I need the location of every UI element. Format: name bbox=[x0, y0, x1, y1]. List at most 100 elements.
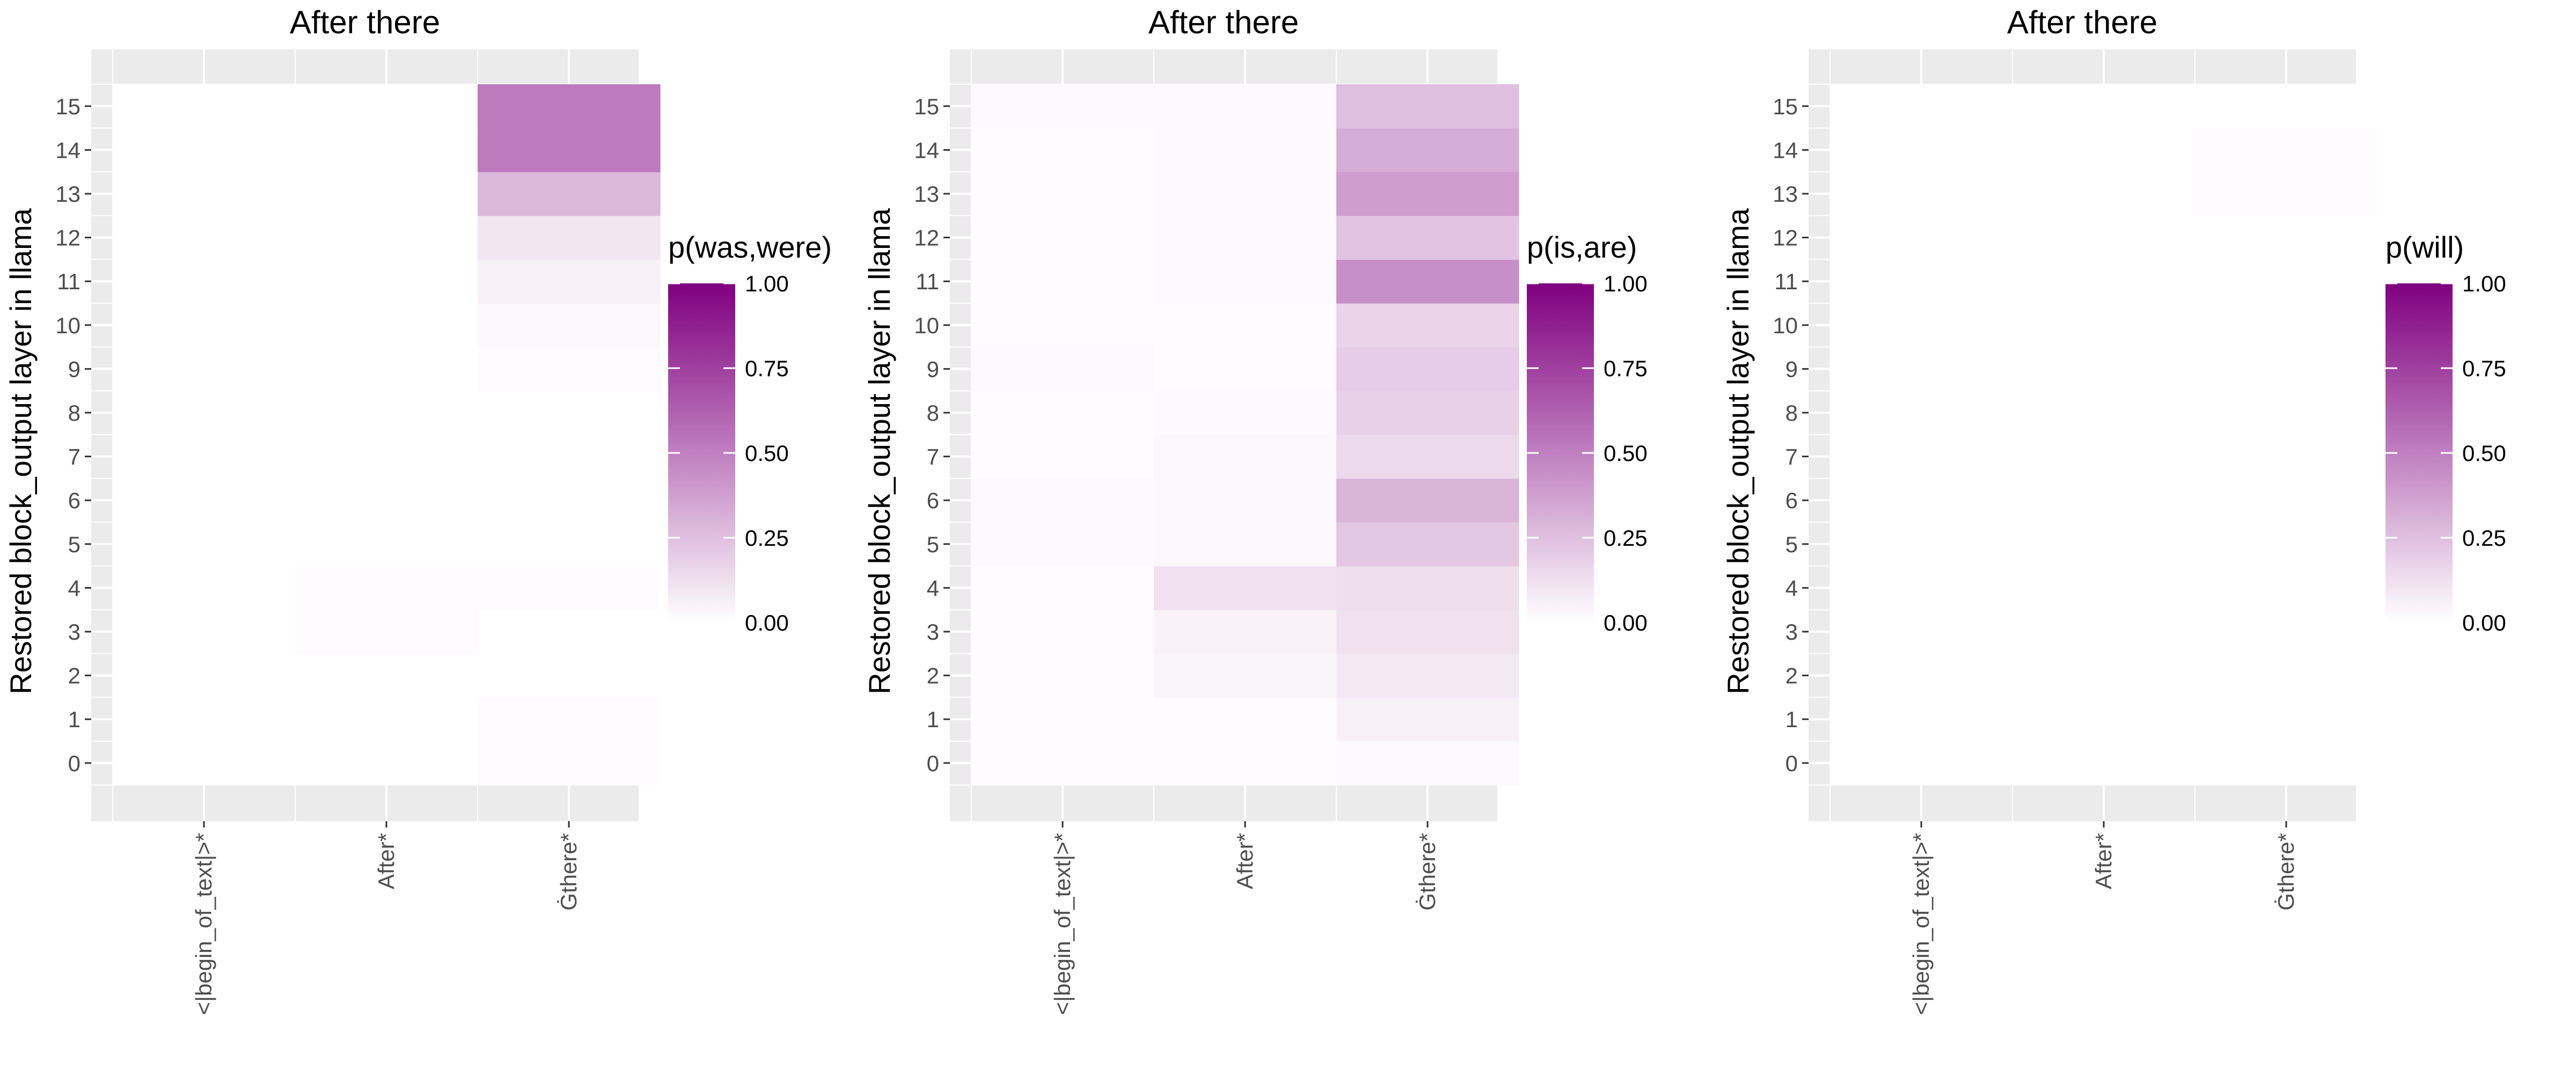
heatmap-cell bbox=[2012, 84, 2196, 129]
y-tick-label: 0 bbox=[927, 751, 939, 776]
heatmap-cell bbox=[113, 610, 296, 654]
heatmap-cell bbox=[2195, 128, 2378, 172]
y-tick-label: 15 bbox=[55, 94, 80, 119]
heatmap-cell bbox=[295, 172, 478, 216]
heatmap-cell bbox=[1336, 566, 1519, 610]
heatmap-cell bbox=[478, 478, 661, 523]
y-tick-label: 10 bbox=[1773, 313, 1798, 338]
heatmap-cell bbox=[2195, 610, 2378, 654]
heatmap-cell bbox=[113, 522, 296, 567]
heatmap-cell bbox=[1154, 697, 1337, 742]
heatmap-cell bbox=[1830, 522, 2013, 567]
heatmap-cell bbox=[1830, 128, 2013, 172]
heatmap-cell bbox=[113, 566, 296, 610]
legend-tick-label: 1.00 bbox=[745, 271, 789, 296]
x-tick-label: <|begin_of_text|>* bbox=[1908, 833, 1934, 1015]
heatmap-cell bbox=[478, 610, 661, 654]
heatmap-cell bbox=[113, 303, 296, 348]
heatmap-cell bbox=[971, 391, 1154, 435]
heatmap-cell bbox=[971, 478, 1154, 523]
heatmap-cell bbox=[2012, 434, 2196, 479]
heatmap-cell bbox=[1154, 128, 1337, 172]
x-tick-label: <|begin_of_text|>* bbox=[1050, 833, 1075, 1015]
y-tick-label: 6 bbox=[1785, 488, 1798, 513]
x-tick-label: Ġthere* bbox=[1415, 833, 1440, 911]
heatmap-cell bbox=[295, 434, 478, 479]
heatmap-cell bbox=[971, 259, 1154, 304]
heatmap-cells bbox=[113, 84, 661, 786]
heatmap-cell bbox=[2195, 478, 2378, 523]
heatmap-cell bbox=[2012, 741, 2196, 786]
heatmap-cell bbox=[1830, 215, 2013, 260]
legend-tick-label: 0.50 bbox=[1604, 441, 1648, 466]
heatmap-cell bbox=[295, 741, 478, 786]
legend-title: p(was,were) bbox=[668, 230, 832, 264]
y-tick-label: 14 bbox=[914, 137, 939, 163]
legend-tick-label: 0.75 bbox=[745, 356, 789, 381]
y-tick-label: 14 bbox=[55, 137, 80, 163]
heatmap-cell bbox=[2012, 566, 2196, 610]
heatmap-cell bbox=[113, 215, 296, 260]
y-tick-label: 5 bbox=[1785, 532, 1798, 557]
y-tick-label: 1 bbox=[1785, 707, 1798, 732]
y-tick-label: 0 bbox=[1785, 751, 1798, 776]
heatmap-cell bbox=[1336, 347, 1519, 391]
heatmap-cell bbox=[113, 347, 296, 391]
x-tick-label: Ġthere* bbox=[2273, 833, 2299, 911]
heatmap-cell bbox=[295, 303, 478, 348]
heatmap-cell bbox=[1154, 303, 1337, 348]
heatmap-cell bbox=[1830, 610, 2013, 654]
heatmap-cells bbox=[971, 84, 1519, 786]
heatmap-cell bbox=[295, 391, 478, 435]
y-tick-label: 8 bbox=[927, 400, 939, 426]
heatmap-cell bbox=[1154, 610, 1337, 654]
heatmap-cell bbox=[1154, 566, 1337, 610]
x-axis: <|begin_of_text|>* After* Ġthere* bbox=[1050, 821, 1440, 1015]
heatmap-cell bbox=[2195, 697, 2378, 742]
heatmap-cell bbox=[1154, 653, 1337, 698]
heatmap-cell bbox=[1336, 522, 1519, 567]
x-axis: <|begin_of_text|>* After* Ġthere* bbox=[191, 821, 581, 1015]
heatmap-panel-3: 0123456789101112131415<|begin_of_text|>*… bbox=[1721, 4, 2506, 1015]
heatmap-cell bbox=[113, 741, 296, 786]
heatmap-cell bbox=[1830, 653, 2013, 698]
heatmap-cell bbox=[1830, 566, 2013, 610]
heatmap-cell bbox=[971, 566, 1154, 610]
heatmap-cell bbox=[2012, 391, 2196, 435]
heatmap-cell bbox=[113, 434, 296, 479]
legend-tick-label: 0.25 bbox=[745, 525, 789, 551]
heatmap-cell bbox=[2012, 478, 2196, 523]
y-tick-label: 7 bbox=[68, 444, 80, 470]
heatmap-cell bbox=[971, 303, 1154, 348]
y-tick-label: 8 bbox=[1785, 400, 1798, 426]
panel-title: After there bbox=[2007, 4, 2157, 40]
heatmap-cell bbox=[478, 741, 661, 786]
heatmap-cell bbox=[1830, 478, 2013, 523]
heatmap-cell bbox=[2012, 172, 2196, 216]
y-tick-label: 15 bbox=[1773, 94, 1798, 119]
heatmap-cell bbox=[478, 522, 661, 567]
heatmap-cell bbox=[295, 347, 478, 391]
heatmap-cell bbox=[1336, 697, 1519, 742]
heatmap-cell bbox=[1830, 697, 2013, 742]
y-tick-label: 4 bbox=[1785, 575, 1798, 601]
heatmap-cell bbox=[1830, 84, 2013, 129]
heatmap-cell bbox=[113, 697, 296, 742]
y-tick-label: 12 bbox=[55, 225, 80, 251]
heatmap-cell bbox=[1154, 84, 1337, 129]
heatmap-cell bbox=[295, 84, 478, 129]
y-tick-label: 13 bbox=[914, 181, 939, 207]
y-tick-label: 11 bbox=[916, 269, 939, 294]
y-tick-label: 2 bbox=[927, 663, 939, 689]
x-tick-label: After* bbox=[374, 833, 399, 889]
heatmap-cell bbox=[478, 215, 661, 260]
heatmap-cell bbox=[113, 478, 296, 523]
heatmap-cell bbox=[971, 128, 1154, 172]
heatmap-cell bbox=[1830, 347, 2013, 391]
heatmap-cell bbox=[2012, 522, 2196, 567]
y-tick-label: 12 bbox=[914, 225, 939, 251]
heatmap-cell bbox=[2195, 172, 2378, 216]
y-axis-title: Restored block_output layer in llama bbox=[4, 208, 38, 694]
heatmap-cell bbox=[971, 522, 1154, 567]
